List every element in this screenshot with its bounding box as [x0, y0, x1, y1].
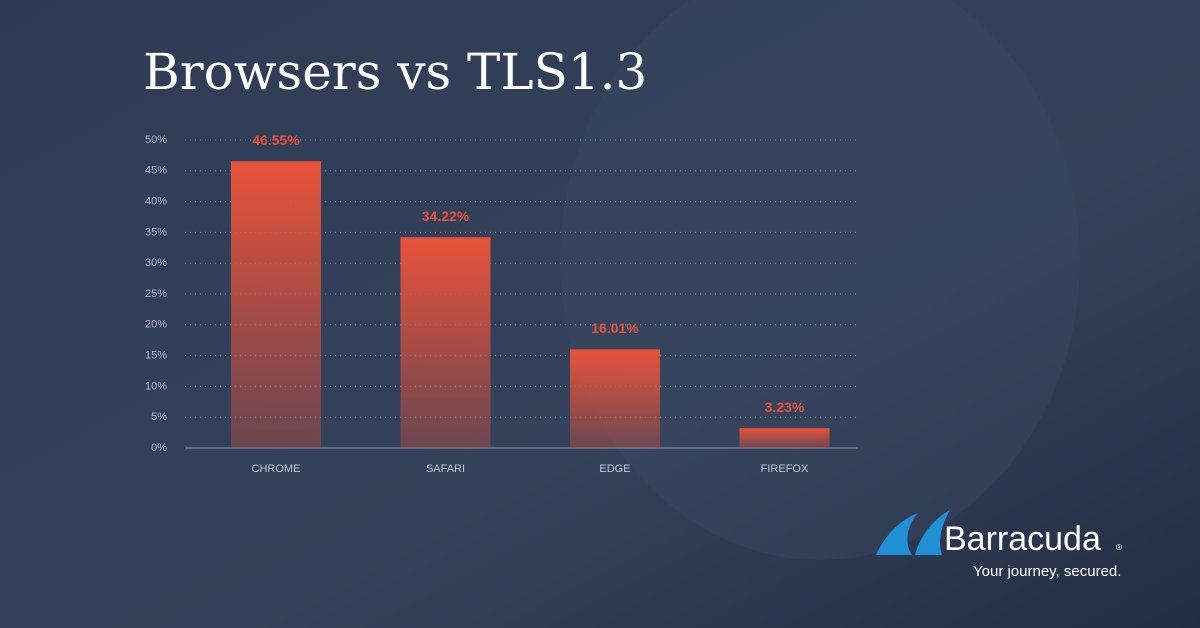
y-tick-label: 20% [145, 319, 167, 331]
y-tick-label: 45% [145, 165, 167, 177]
logo-name: Barracuda [944, 520, 1101, 558]
chart-title: Browsers vs TLS1.3 [143, 43, 647, 101]
x-tick-label: FIREFOX [761, 463, 809, 475]
bar [400, 237, 491, 448]
logo-fin [915, 510, 950, 555]
y-tick-label: 50% [145, 134, 167, 146]
logo-tagline: Your journey, secured. [973, 563, 1121, 580]
value-label: 34.22% [422, 208, 470, 224]
y-tick-label: 0% [151, 442, 167, 454]
value-label: 46.55% [252, 132, 300, 148]
x-tick-label: CHROME [252, 463, 301, 475]
x-tick-label: SAFARI [426, 463, 465, 475]
bar [570, 349, 660, 448]
y-tick-label: 15% [145, 350, 167, 362]
value-label: 16.01% [591, 320, 639, 336]
x-tick-label: EDGE [599, 463, 630, 475]
y-tick-label: 5% [151, 411, 167, 423]
y-tick-label: 30% [145, 257, 167, 269]
y-tick-label: 10% [145, 380, 167, 392]
y-tick-label: 35% [145, 226, 167, 238]
bar [231, 161, 321, 448]
y-tick-label: 40% [145, 196, 167, 208]
y-tick-label: 25% [145, 288, 167, 300]
logo-mark: ® [1116, 543, 1122, 552]
bar [739, 428, 830, 448]
value-label: 3.23% [765, 399, 805, 415]
logo-fin [876, 513, 918, 555]
